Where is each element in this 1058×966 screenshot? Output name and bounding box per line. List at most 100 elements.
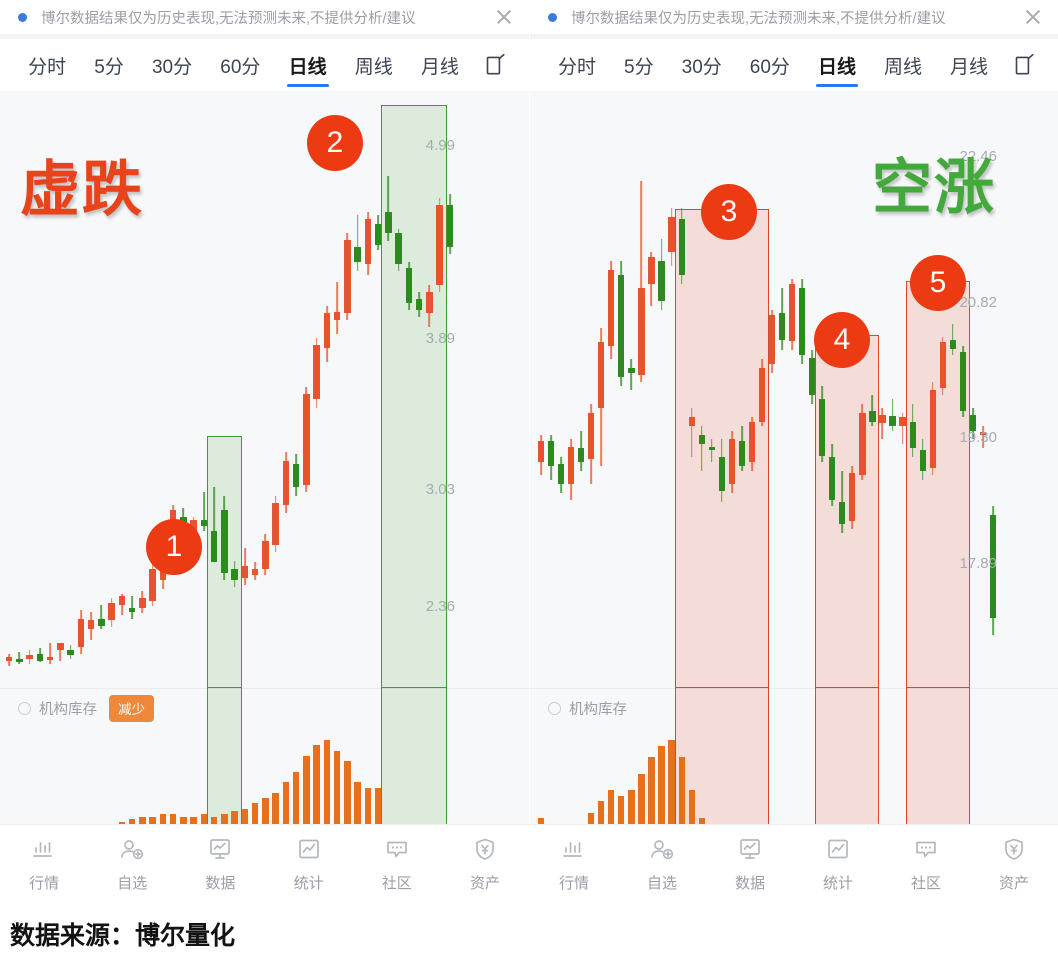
- close-icon[interactable]: [493, 6, 515, 28]
- close-icon[interactable]: [1022, 6, 1044, 28]
- candle-body: [568, 446, 575, 485]
- candle-9: [98, 604, 105, 630]
- candle-body: [829, 457, 836, 501]
- candle-body: [87, 620, 95, 630]
- candle-body: [698, 435, 705, 444]
- candle-28: [819, 386, 826, 462]
- monitor-chart-icon: [735, 836, 765, 864]
- notice-bar-left[interactable]: 博尔数据结果仅为历史表现,无法预测未来,不提供分析/建议: [0, 0, 529, 34]
- nav-item-2[interactable]: 数据: [176, 836, 264, 893]
- volume-bar-27: [282, 782, 290, 835]
- y-axis-tick-0: 22.46: [959, 148, 997, 165]
- candle-body: [678, 218, 685, 275]
- fullscreen-icon[interactable]: [473, 52, 515, 78]
- chart-container-left[interactable]: 4.99 3.89 3.03 2.36 1 2 虚跌 机构库存 减少: [0, 91, 529, 910]
- active-tab-indicator: [286, 83, 329, 87]
- indicator-label: 机构库存: [39, 702, 97, 718]
- tab-5[interactable]: 周线: [870, 39, 936, 91]
- volume-bar-26: [272, 792, 279, 835]
- tab-3[interactable]: 60分: [206, 39, 274, 91]
- candle-body: [426, 292, 433, 314]
- candle-body: [879, 414, 886, 424]
- candle-3: [36, 648, 44, 663]
- nav-item-5[interactable]: 资产: [970, 836, 1058, 893]
- candle-body: [67, 650, 74, 656]
- candle-body: [262, 541, 269, 570]
- tab-1[interactable]: 5分: [610, 39, 668, 91]
- candle-14: [678, 207, 685, 284]
- tab-4[interactable]: 日线: [804, 39, 870, 91]
- candle-35: [889, 399, 896, 431]
- chart-container-right[interactable]: 22.46 20.82 19.30 17.89 3 4 5 空涨 机构库存: [530, 91, 1058, 910]
- nav-item-1[interactable]: 自选: [88, 836, 176, 893]
- gear-icon[interactable]: [548, 702, 561, 715]
- left-phone-panel: 博尔数据结果仅为历史表现,无法预测未来,不提供分析/建议 分时 5分 30分 60分 日…: [0, 0, 529, 910]
- candle-body: [919, 450, 926, 471]
- candle-body: [778, 312, 786, 340]
- tab-1[interactable]: 5分: [80, 39, 138, 91]
- right-phone-panel: 博尔数据结果仅为历史表现,无法预测未来,不提供分析/建议 分时 5分 30分 60分 日…: [529, 0, 1058, 910]
- candle-body: [36, 653, 44, 661]
- bar-chart-icon: [559, 836, 589, 864]
- candle-32: [859, 403, 866, 480]
- candle-body: [799, 288, 806, 355]
- candle-body: [272, 502, 279, 545]
- tab-2[interactable]: 30分: [138, 39, 206, 91]
- nav-item-1[interactable]: 自选: [618, 836, 706, 893]
- notice-text: 博尔数据结果仅为历史表现,无法预测未来,不提供分析/建议: [41, 10, 416, 27]
- candle-body: [16, 658, 23, 663]
- candle-19: [728, 430, 735, 493]
- tab-5[interactable]: 周线: [341, 39, 407, 91]
- candle-body: [313, 344, 320, 400]
- candle-body: [231, 569, 238, 580]
- candle-wick: [951, 323, 954, 355]
- volume-bar-15: [688, 790, 695, 835]
- notice-bar-right[interactable]: 博尔数据结果仅为历史表现,无法预测未来,不提供分析/建议: [530, 0, 1058, 34]
- tab-0[interactable]: 分时: [14, 39, 80, 91]
- candle-28: [292, 453, 300, 496]
- tab-2[interactable]: 30分: [668, 39, 736, 91]
- fullscreen-icon[interactable]: [1002, 52, 1044, 78]
- tab-3[interactable]: 60分: [736, 39, 804, 91]
- nav-item-3[interactable]: 统计: [794, 836, 882, 893]
- tab-6[interactable]: 月线: [407, 39, 473, 91]
- nav-item-5[interactable]: 资产: [441, 836, 529, 893]
- indicator-header-right: 机构库存: [530, 688, 1058, 728]
- highlight-region-5: [905, 281, 970, 688]
- highlight-region-volume-4: [815, 688, 880, 835]
- tab-4[interactable]: 日线: [275, 39, 341, 91]
- nav-item-0[interactable]: 行情: [530, 836, 618, 893]
- tab-label: 月线: [950, 56, 989, 78]
- y-axis-tick-2: 19.30: [959, 429, 997, 447]
- nav-item-0[interactable]: 行情: [0, 836, 88, 893]
- nav-item-3[interactable]: 统计: [265, 836, 353, 893]
- candle-3: [568, 439, 575, 501]
- gear-icon[interactable]: [18, 702, 31, 715]
- candle-23: [241, 548, 249, 586]
- candle-body: [385, 211, 392, 233]
- y-axis-tick-1: 3.89: [425, 329, 455, 347]
- candle-35: [364, 211, 372, 275]
- candle-body: [979, 432, 987, 436]
- volume-bar-34: [354, 782, 361, 835]
- nav-item-2[interactable]: 数据: [706, 836, 794, 893]
- y-axis-tick-2: 3.03: [425, 480, 455, 498]
- nav-item-4[interactable]: 社区: [882, 836, 970, 893]
- candle-42: [436, 197, 443, 293]
- candle-body: [819, 398, 826, 456]
- nav-item-4[interactable]: 社区: [353, 836, 441, 893]
- candle-body: [959, 352, 966, 411]
- tab-0[interactable]: 分时: [544, 39, 610, 91]
- candle-wick: [700, 426, 703, 471]
- candle-2: [557, 457, 565, 493]
- volume-bar-6: [598, 801, 605, 835]
- candle-body: [537, 441, 545, 462]
- tab-6[interactable]: 月线: [936, 39, 1002, 91]
- add-user-icon: [647, 836, 677, 864]
- price-chart-right[interactable]: 22.46 20.82 19.30 17.89 3 4 5 空涨: [530, 91, 1058, 688]
- candle-body: [98, 618, 105, 626]
- candle-37: [385, 176, 392, 242]
- price-chart-left[interactable]: 4.99 3.89 3.03 2.36 1 2 虚跌: [0, 91, 529, 688]
- candle-33: [869, 394, 876, 427]
- candle-43: [969, 408, 976, 440]
